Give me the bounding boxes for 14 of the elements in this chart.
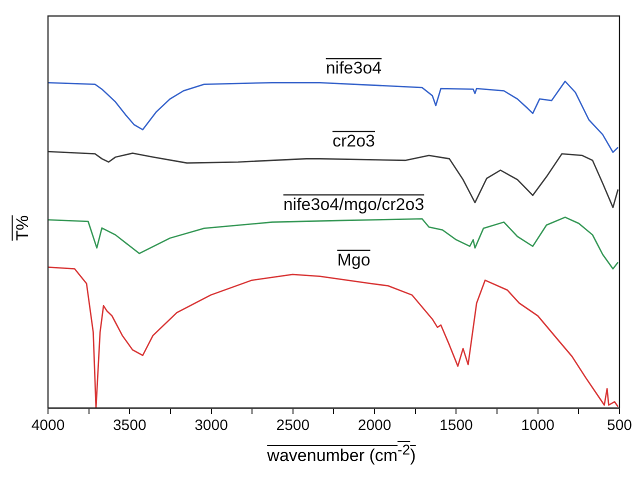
series-label: Mgo <box>337 250 370 270</box>
y-axis-title: T% <box>13 215 33 241</box>
x-tick-label: 3500 <box>112 417 146 434</box>
x-tick-label: 1500 <box>440 417 473 434</box>
series-label: cr2o3 <box>332 131 376 150</box>
series-label: nife3o4/mgo/cr2o3 <box>283 194 424 214</box>
x-tick-label: 1000 <box>521 417 555 434</box>
x-axis-title: wavenumber (cm$^{-2}$) <box>267 442 416 465</box>
x-tick-label: 2000 <box>358 417 392 434</box>
x-tick-label: 500 <box>606 417 632 434</box>
series-label: nife3o4 <box>326 58 382 78</box>
x-tick-label: 2500 <box>276 417 310 434</box>
x-tick-label: 3000 <box>194 417 228 434</box>
x-tick-label: 4000 <box>31 417 65 434</box>
